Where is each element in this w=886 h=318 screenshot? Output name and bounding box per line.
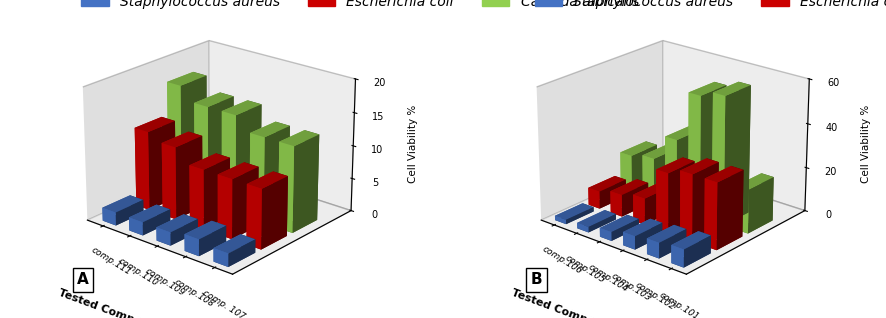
X-axis label: Tested Compounds: Tested Compounds	[57, 288, 171, 318]
Text: B: B	[531, 272, 542, 287]
Text: A: A	[77, 272, 89, 287]
X-axis label: Tested Compounds: Tested Compounds	[510, 288, 625, 318]
Legend: Staphylococcus aureus, Escherichia coli, Candida albicans: Staphylococcus aureus, Escherichia coli,…	[529, 0, 886, 15]
Legend: Staphylococcus aureus, Escherichia coli, Candida albicans: Staphylococcus aureus, Escherichia coli,…	[75, 0, 644, 15]
